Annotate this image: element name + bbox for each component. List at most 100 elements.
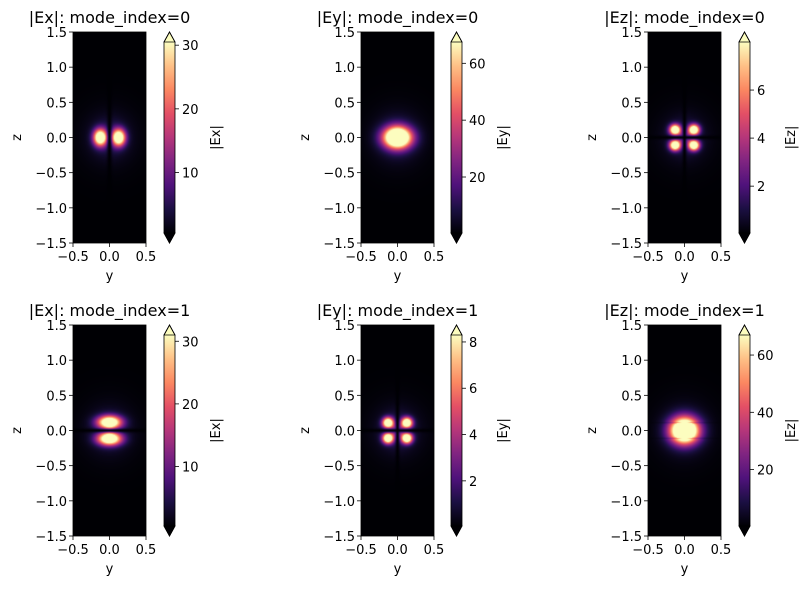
y-tick-label: 0.5 [621,389,642,404]
y-tick-label: −1.0 [323,202,355,217]
x-axis-label: y [394,269,402,284]
y-axis-label: z [298,427,313,434]
colorbar-outline [163,31,176,244]
y-tick-label: 0.0 [334,132,355,147]
x-tick-label: −0.5 [345,543,377,558]
colorbar-tick-label: 40 [469,114,486,129]
y-tick-label: −1.5 [35,237,67,252]
subplot-title: |Ex|: mode_index=0 [29,8,191,28]
y-tick-label: 0.5 [621,96,642,111]
colorbar-outline [163,324,176,537]
colorbar-tick-label: 4 [469,429,477,444]
heatmap-ex-mode-1 [73,325,146,536]
y-tick-label: −1.0 [610,202,642,217]
y-axis-label: z [10,134,25,141]
heatmap-ez-mode-1 [648,325,721,536]
y-axis-label: z [10,427,25,434]
x-tick-label: 0.5 [711,250,732,265]
subplot-title: |Ez|: mode_index=0 [604,8,765,28]
colorbar-label: |Ez| [784,419,799,443]
y-tick-label: 0.0 [46,425,67,440]
axes-frame [647,31,722,244]
x-axis-label: y [394,562,402,577]
colorbar-extend-max [450,324,463,336]
colorbar-tick-label: 20 [757,464,774,479]
x-tick-label: 0.5 [424,543,445,558]
subplot-ey-mode-0: |Ey|: mode_index=0 −0.5 0.0 0.5 y −1.5 −1.0 −0.… [298,8,511,284]
y-tick-label: 1.5 [334,26,355,41]
colorbar-label: |Ex| [209,125,224,150]
subplot-title: |Ey|: mode_index=0 [317,8,479,28]
subplot-ez-mode-1: |Ez|: mode_index=1 −0.5 0.0 0.5 y −1.5 −1.0 −0.… [585,301,799,577]
y-tick-label: −1.5 [610,530,642,545]
colorbar-tick-label: 10 [182,461,199,476]
y-tick-label: 1.0 [621,354,642,369]
y-tick-label: 1.0 [334,354,355,369]
heatmap-ex-mode-0 [73,32,146,243]
y-tick-label: 1.5 [46,319,67,334]
colorbar-extend-min [163,525,176,537]
y-tick-label: 1.0 [46,354,67,369]
axes-frame [72,324,147,537]
colorbar-extend-max [163,31,176,43]
y-tick-label: 0.5 [46,96,67,111]
y-tick-label: −1.0 [323,495,355,510]
colorbar-outline [738,324,751,537]
heatmap-ey-mode-0 [361,32,434,243]
colorbar [451,42,462,233]
colorbar-tick-label: 40 [757,406,774,421]
y-tick-label: 1.5 [334,319,355,334]
colorbar [451,335,462,526]
y-tick-label: 0.5 [334,96,355,111]
x-axis-label: y [106,562,114,577]
y-tick-label: −0.5 [35,460,67,475]
x-tick-label: 0.0 [387,250,408,265]
y-tick-label: 0.0 [621,132,642,147]
y-tick-label: −1.0 [610,495,642,510]
y-tick-label: −0.5 [323,460,355,475]
subplot-ey-mode-1: |Ey|: mode_index=1 −0.5 0.0 0.5 y −1.5 −1.0 −0.… [298,301,511,577]
colorbar-extend-min [738,525,751,537]
y-tick-label: 1.5 [46,26,67,41]
y-tick-label: 1.5 [621,26,642,41]
y-axis-label: z [585,427,600,434]
colorbar [739,42,750,233]
y-tick-label: −0.5 [610,167,642,182]
x-tick-label: −0.5 [345,250,377,265]
colorbar-extend-max [450,31,463,43]
y-tick-label: 0.0 [46,132,67,147]
axes-frame [72,31,147,244]
colorbar-label: |Ey| [496,125,511,150]
colorbar-outline [450,324,463,537]
subplot-title: |Ey|: mode_index=1 [317,301,479,321]
colorbar-tick-label: 20 [469,171,486,186]
x-tick-label: 0.5 [136,543,157,558]
colorbar-extend-min [163,232,176,244]
y-tick-label: 0.0 [334,425,355,440]
colorbar-extend-max [738,324,751,336]
y-tick-label: −1.5 [35,530,67,545]
colorbar-tick-label: 4 [757,132,765,147]
subplot-ez-mode-0: |Ez|: mode_index=0 −0.5 0.0 0.5 y −1.5 −1.0 −0.… [585,8,799,284]
x-tick-label: 0.0 [387,543,408,558]
colorbar [164,335,175,526]
y-tick-label: −0.5 [35,167,67,182]
x-tick-label: −0.5 [632,250,664,265]
x-tick-label: 0.0 [99,543,120,558]
colorbar-tick-label: 20 [182,398,199,413]
x-tick-label: 0.5 [136,250,157,265]
y-tick-label: −1.0 [35,495,67,510]
colorbar-outline [450,31,463,244]
colorbar-tick-label: 60 [469,57,486,72]
colorbar-tick-label: 6 [469,382,477,397]
y-axis-label: z [298,134,313,141]
heatmap-ez-mode-0 [648,32,721,243]
y-tick-label: 0.5 [46,389,67,404]
colorbar-outline [738,31,751,244]
x-tick-label: 0.0 [99,250,120,265]
subplot-title: |Ex|: mode_index=1 [29,301,191,321]
x-axis-label: y [106,269,114,284]
x-axis-label: y [681,269,689,284]
y-tick-label: −1.0 [35,202,67,217]
